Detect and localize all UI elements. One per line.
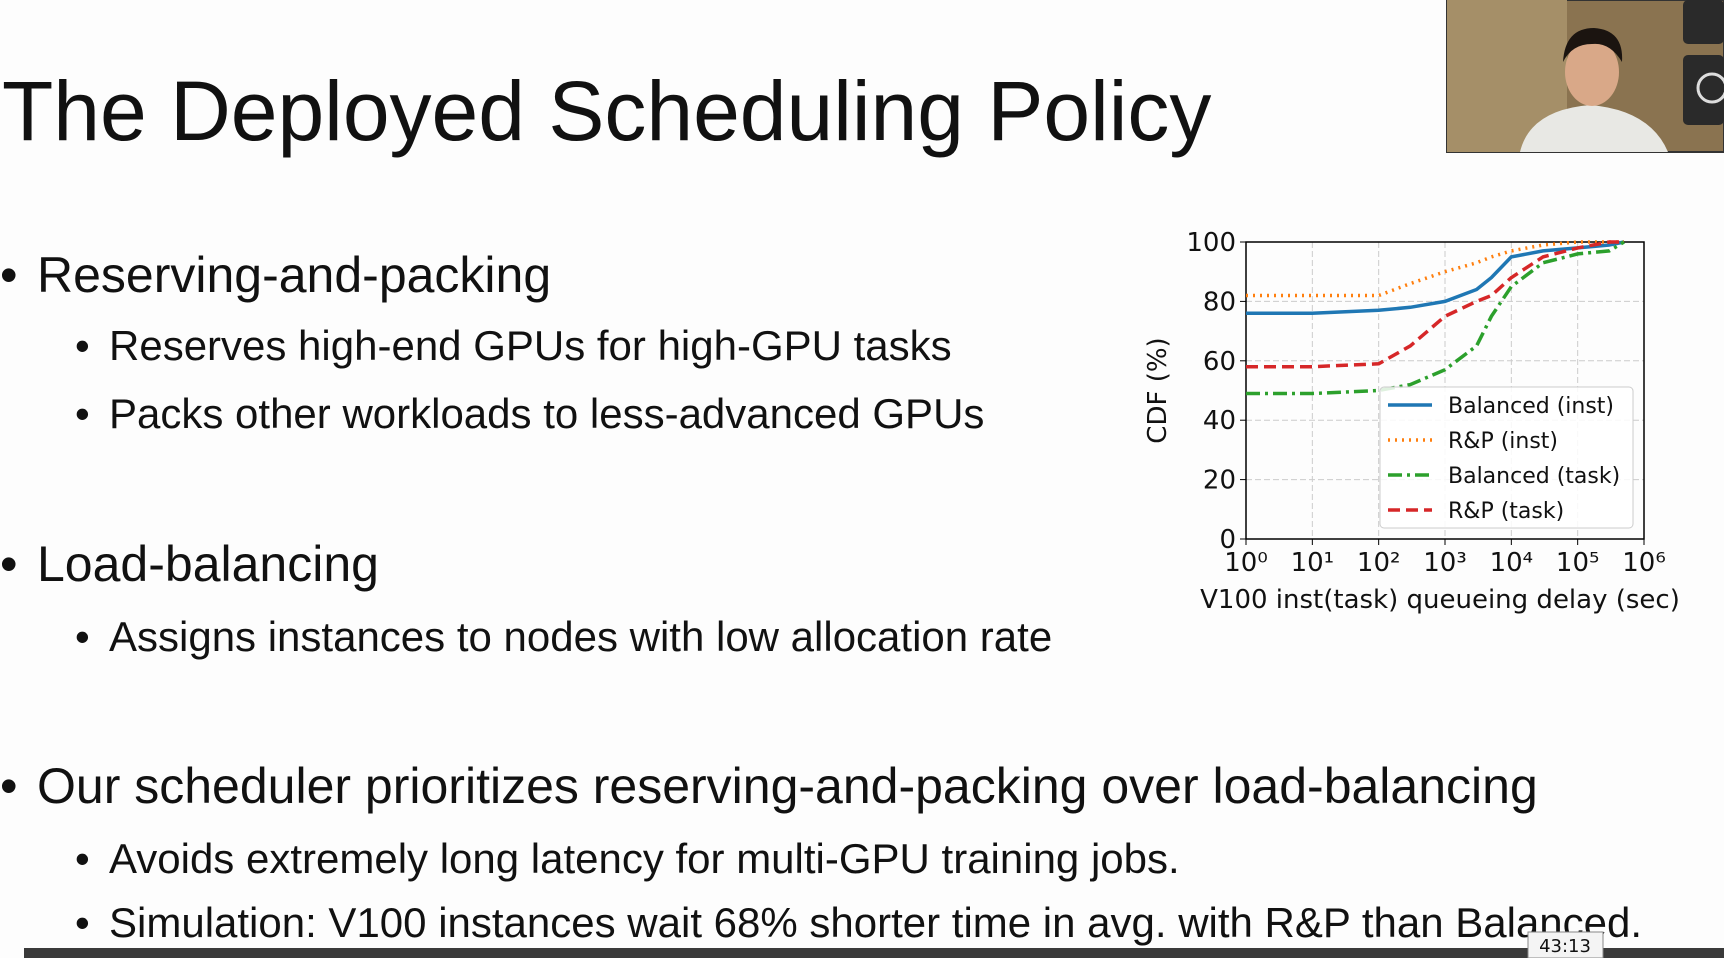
slide-title: The Deployed Scheduling Policy bbox=[2, 64, 1211, 158]
x-tick-label: 10¹ bbox=[1291, 548, 1335, 578]
y-tick-label: 100 bbox=[1186, 228, 1236, 258]
x-tick-label: 10⁴ bbox=[1490, 548, 1534, 578]
y-tick-label: 40 bbox=[1203, 406, 1236, 436]
bullet-dot: • bbox=[0, 536, 18, 592]
sub-bullet: Reserves high-end GPUs for high-GPU task… bbox=[109, 322, 952, 369]
sub-bullet: Avoids extremely long latency for multi-… bbox=[109, 835, 1180, 882]
series-line bbox=[1246, 240, 1624, 369]
y-tick-label: 60 bbox=[1203, 347, 1236, 377]
timestamp: 43:13 bbox=[1539, 936, 1591, 957]
legend-label: R&P (inst) bbox=[1448, 429, 1558, 454]
bullet-dot: • bbox=[75, 390, 90, 437]
timestamp-box bbox=[1527, 931, 1604, 958]
x-axis-label: V100 inst(task) queueing delay (sec) bbox=[1200, 585, 1680, 615]
y-tick-label: 80 bbox=[1203, 287, 1236, 317]
progress-bar[interactable] bbox=[24, 948, 1724, 958]
x-tick-label: 10⁰ bbox=[1224, 548, 1268, 578]
x-tick-label: 10³ bbox=[1423, 548, 1467, 578]
bullet: Load-balancing bbox=[37, 536, 379, 592]
sub-bullet: Packs other workloads to less-advanced G… bbox=[109, 390, 984, 437]
bullet: Reserving-and-packing bbox=[37, 247, 551, 303]
series-line bbox=[1246, 240, 1625, 396]
y-tick-label: 0 bbox=[1219, 525, 1236, 555]
x-tick-label: 10² bbox=[1357, 548, 1401, 578]
x-tick-label: 10⁵ bbox=[1556, 548, 1600, 578]
legend: Balanced (inst) R&P (inst) Balanced (task)… bbox=[1379, 386, 1634, 529]
bullet-dot: • bbox=[0, 758, 18, 814]
y-axis-label: CDF (%) bbox=[1143, 337, 1173, 443]
plot-frame bbox=[1245, 241, 1645, 540]
bullet-dot: • bbox=[75, 322, 90, 369]
legend-label: R&P (task) bbox=[1448, 499, 1564, 524]
y-tick-label: 20 bbox=[1203, 466, 1236, 496]
bullet-dot: • bbox=[75, 899, 90, 946]
webcam bbox=[1446, 0, 1724, 153]
bullet: Our scheduler prioritizes reserving-and-… bbox=[37, 758, 1538, 814]
bullet-dot: • bbox=[75, 613, 90, 660]
legend-label: Balanced (inst) bbox=[1448, 394, 1614, 419]
sub-bullet: Simulation: V100 instances wait 68% shor… bbox=[109, 899, 1642, 946]
x-tick-label: 10⁶ bbox=[1622, 548, 1666, 578]
sub-bullet: Assigns instances to nodes with low allo… bbox=[109, 613, 1052, 660]
legend-box bbox=[1379, 386, 1634, 529]
legend-label: Balanced (task) bbox=[1448, 464, 1620, 489]
chart: 0 20 40 60 80 100 10⁰ 10¹ 10² 10³ 10⁴ 10⁵ 10⁶ V100 in… bbox=[1143, 228, 1680, 615]
bullet-dot: • bbox=[75, 835, 90, 882]
bullet-dot: • bbox=[0, 247, 18, 303]
